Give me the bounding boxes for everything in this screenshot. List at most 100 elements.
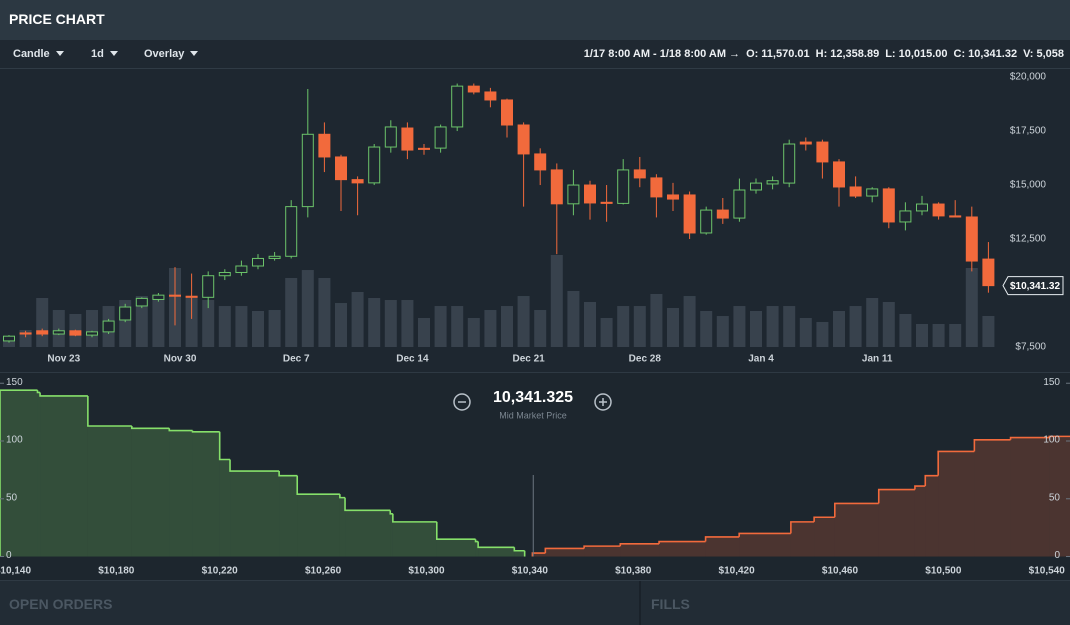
- stat-label: L:: [885, 48, 896, 60]
- candle-body: [683, 194, 696, 234]
- panel-title[interactable]: FILLS: [651, 596, 690, 612]
- stat: H: 12,358.89: [816, 48, 880, 60]
- volume-bar: [86, 310, 98, 347]
- y-tick-label: 50: [6, 492, 18, 503]
- candle-body: [484, 91, 497, 101]
- candle-body: [501, 99, 513, 126]
- volume-bar: [982, 315, 995, 347]
- y-tick-label: 150: [6, 377, 23, 388]
- candle-body: [218, 271, 231, 277]
- volume-bar: [268, 310, 281, 347]
- volume-bar: [600, 317, 613, 347]
- depth-area: [297, 494, 340, 557]
- candle-body: [185, 295, 198, 298]
- candle-body: [318, 133, 331, 158]
- x-tick-label: Dec 7: [283, 354, 310, 365]
- volume-bar: [783, 306, 796, 347]
- depth-step: [658, 540, 706, 544]
- volume-bar: [318, 278, 331, 347]
- depth-area: [436, 539, 476, 557]
- depth-area: [834, 503, 879, 557]
- zoom-out[interactable]: [453, 393, 471, 411]
- x-tick-label: $10,460: [822, 566, 859, 577]
- volume-bar: [833, 310, 845, 347]
- depth-area: [659, 541, 706, 557]
- x-tick-label: $10,300: [408, 566, 445, 577]
- depth-step: [87, 395, 132, 427]
- depth-step: [973, 439, 1011, 452]
- volume-bar: [683, 296, 696, 347]
- candle-body: [799, 141, 812, 145]
- candle-body: [69, 330, 82, 336]
- depth-area: [814, 517, 835, 557]
- volume-bar: [534, 310, 547, 347]
- depth-step: [278, 471, 298, 477]
- volume-bar: [52, 310, 65, 347]
- depth-panel: [0, 373, 1070, 580]
- interval-dropdown[interactable]: 1d: [91, 48, 118, 60]
- depth-step: [39, 392, 88, 397]
- volume-bar: [517, 296, 530, 347]
- header: PRICE CHART: [0, 0, 1070, 40]
- depth-step: [229, 459, 280, 472]
- volume-bar: [501, 306, 513, 347]
- stat-label: C:: [953, 48, 966, 60]
- bottom-panels: OPEN ORDERS FILLS: [0, 580, 1070, 625]
- depth-step: [738, 532, 791, 537]
- x-tick-label: Dec 14: [396, 354, 429, 365]
- depth-step: [877, 488, 915, 504]
- candle-body: [119, 306, 132, 321]
- candle-body: [667, 194, 679, 200]
- volume-bar: [584, 301, 596, 347]
- x-tick-label: Jan 11: [862, 354, 893, 365]
- stat-value: 5,058: [1036, 48, 1064, 60]
- candle-body: [418, 147, 430, 150]
- caret: [190, 51, 199, 56]
- candle-body: [19, 332, 32, 335]
- overlay-dropdown[interactable]: Overlay: [144, 48, 199, 60]
- depth-area: [1049, 436, 1070, 557]
- depth-area: [878, 489, 915, 557]
- candle-body: [252, 257, 264, 267]
- candle-body: [368, 146, 381, 184]
- candle-body: [567, 184, 580, 205]
- depth-step: [218, 431, 231, 461]
- volume-bar: [882, 301, 895, 347]
- volume-bar: [252, 310, 264, 347]
- volume-bar: [965, 268, 978, 347]
- panel-title[interactable]: OPEN ORDERS: [9, 596, 113, 612]
- volume-bar: [816, 321, 829, 347]
- depth-step: [619, 543, 660, 547]
- zoom-in[interactable]: [594, 393, 612, 411]
- chart-type-dropdown[interactable]: Candle: [13, 48, 64, 60]
- depth-area: [0, 390, 38, 557]
- depth-step: [924, 474, 939, 487]
- depth-area: [345, 510, 391, 557]
- candle-body: [633, 169, 646, 179]
- depth-step: [704, 536, 740, 542]
- x-tick-label: Nov 30: [164, 354, 197, 365]
- depth: 0 0 50 50 100 100 150 150 $10,140 $10,180 $10,220 $…: [0, 377, 1070, 577]
- volume-bar: [351, 291, 364, 347]
- candle-body: [169, 294, 181, 297]
- x-tick-label: Nov 23: [47, 354, 80, 365]
- volume-bar: [667, 307, 679, 347]
- y-tick-label: $12,500: [1010, 234, 1047, 245]
- volume-bar: [451, 306, 464, 347]
- depth-area: [545, 548, 585, 557]
- label: Candle: [13, 48, 50, 60]
- volume-bar: [617, 306, 630, 347]
- separator: [639, 581, 641, 625]
- depth-step: [435, 521, 476, 541]
- candle-body: [335, 156, 347, 181]
- depth-area: [390, 513, 393, 557]
- stat-label: V:: [1023, 48, 1034, 60]
- depth-step: [790, 521, 815, 534]
- depth-area: [584, 546, 621, 557]
- x-tick-label: $10,260: [305, 566, 342, 577]
- volume-bar: [567, 291, 580, 347]
- candle-body: [550, 169, 563, 205]
- depth-step: [474, 539, 479, 543]
- y-tick-label: 0: [6, 550, 12, 561]
- volume-bar: [434, 306, 447, 347]
